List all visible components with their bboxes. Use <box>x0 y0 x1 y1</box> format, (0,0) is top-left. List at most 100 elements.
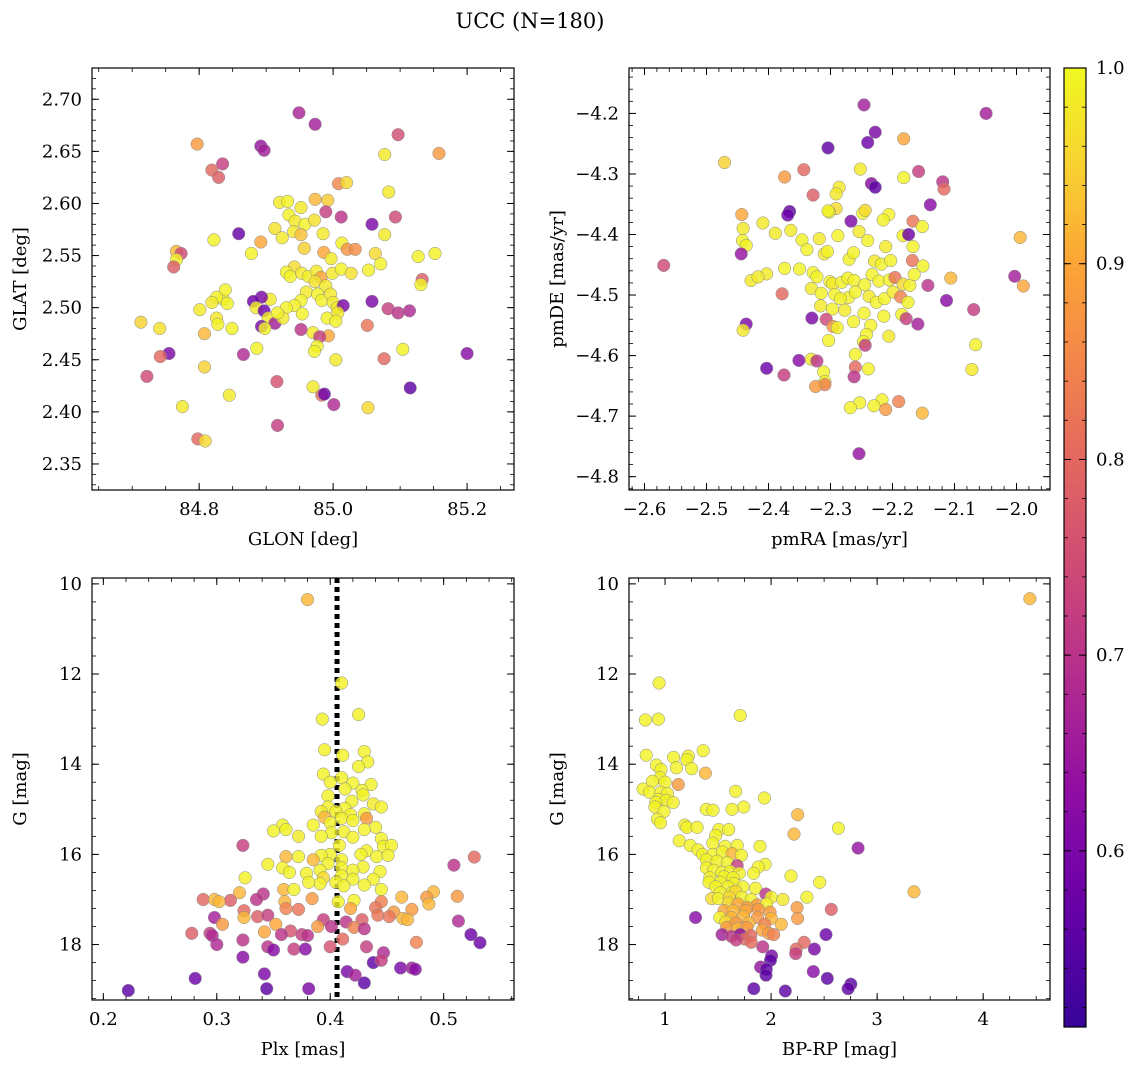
x-axis-label: pmRA [mas/yr] <box>771 529 908 550</box>
x-tick-label: 85.0 <box>313 499 353 520</box>
data-point <box>460 346 474 361</box>
data-point <box>232 886 247 900</box>
data-point <box>838 303 852 317</box>
x-tick-label: −2.5 <box>685 499 729 520</box>
data-point <box>222 388 236 402</box>
data-point <box>651 712 665 726</box>
data-point <box>822 333 836 348</box>
data-point <box>324 252 338 266</box>
data-point <box>374 953 388 967</box>
data-point <box>884 253 898 268</box>
data-point <box>774 917 788 931</box>
data-point <box>809 379 823 394</box>
scatter-points <box>134 106 474 448</box>
colorbar-tick-label: 0.7 <box>1096 645 1125 666</box>
data-point <box>258 321 272 336</box>
data-point <box>812 232 826 246</box>
y-tick-label: 2.50 <box>42 298 82 319</box>
colorbar-gradient <box>1064 68 1086 1027</box>
data-point <box>270 375 284 389</box>
data-point <box>882 329 896 343</box>
data-point <box>357 922 371 936</box>
data-point <box>852 224 866 239</box>
y-axis-label: pmDE [mas/yr] <box>547 210 568 348</box>
data-point <box>706 836 720 850</box>
data-point <box>279 850 293 864</box>
data-point <box>759 968 773 982</box>
data-point <box>308 117 322 131</box>
data-point <box>756 216 770 230</box>
data-point <box>300 928 315 943</box>
y-tick-label: 2.55 <box>42 246 82 267</box>
data-point <box>409 935 423 949</box>
data-point <box>225 321 239 336</box>
data-point <box>193 303 207 317</box>
data-point <box>868 180 882 194</box>
x-tick-label: −2.0 <box>995 499 1039 520</box>
data-point <box>121 983 135 998</box>
data-point <box>807 942 821 956</box>
data-point <box>344 901 358 916</box>
data-point <box>899 312 913 326</box>
data-point <box>921 278 935 292</box>
data-point <box>249 892 264 907</box>
data-point <box>901 295 915 309</box>
data-point <box>791 808 805 822</box>
data-point <box>447 858 461 872</box>
x-tick-label: 0.4 <box>316 1009 345 1030</box>
data-point <box>223 893 237 907</box>
data-point <box>368 246 382 261</box>
data-point <box>414 278 428 292</box>
panel-2: −2.6 −2.5 −2.4 −2.3 −2.2 −2.1 −2.0 −4.8 −4.7 −4.6… <box>547 67 1051 550</box>
data-point <box>657 258 671 272</box>
y-tick-label: −4.3 <box>575 164 619 185</box>
data-point <box>336 748 350 762</box>
data-point <box>979 106 993 120</box>
data-point <box>210 937 224 952</box>
y-tick-label: 2.40 <box>42 402 82 423</box>
data-point <box>216 157 230 171</box>
data-point <box>768 226 782 240</box>
data-point <box>313 877 327 891</box>
data-point <box>153 350 167 364</box>
data-point <box>776 892 790 907</box>
data-point <box>300 593 315 607</box>
data-point <box>757 791 771 805</box>
data-point <box>736 221 750 235</box>
data-point <box>810 354 824 368</box>
data-point <box>396 342 410 356</box>
data-point <box>317 387 331 401</box>
data-point <box>292 106 306 120</box>
data-point <box>821 141 835 155</box>
data-point <box>861 135 875 150</box>
x-tick-label: 85.2 <box>447 499 487 520</box>
colorbar-tick-label: 0.9 <box>1096 254 1125 275</box>
data-point <box>847 370 861 384</box>
data-point <box>857 98 871 112</box>
data-point <box>215 917 230 931</box>
colorbar-tick-label: 1.0 <box>1096 58 1125 79</box>
data-point <box>287 942 301 956</box>
data-point <box>846 315 861 329</box>
data-point <box>382 910 396 924</box>
data-point <box>185 926 199 940</box>
data-point <box>858 278 872 292</box>
data-point <box>879 240 893 254</box>
data-point <box>207 233 221 247</box>
data-point <box>167 260 181 274</box>
data-point <box>357 976 371 990</box>
data-point <box>283 269 297 283</box>
data-point <box>784 223 798 237</box>
data-point <box>346 872 360 886</box>
data-point <box>238 871 252 885</box>
data-point <box>937 182 951 196</box>
data-point <box>831 229 845 243</box>
data-point <box>877 309 891 323</box>
data-point <box>851 841 865 855</box>
data-point <box>287 882 301 897</box>
data-point <box>329 353 343 367</box>
data-point <box>843 401 857 415</box>
data-point <box>291 850 306 864</box>
data-point <box>792 353 806 367</box>
y-tick-label: 2.45 <box>42 350 82 371</box>
